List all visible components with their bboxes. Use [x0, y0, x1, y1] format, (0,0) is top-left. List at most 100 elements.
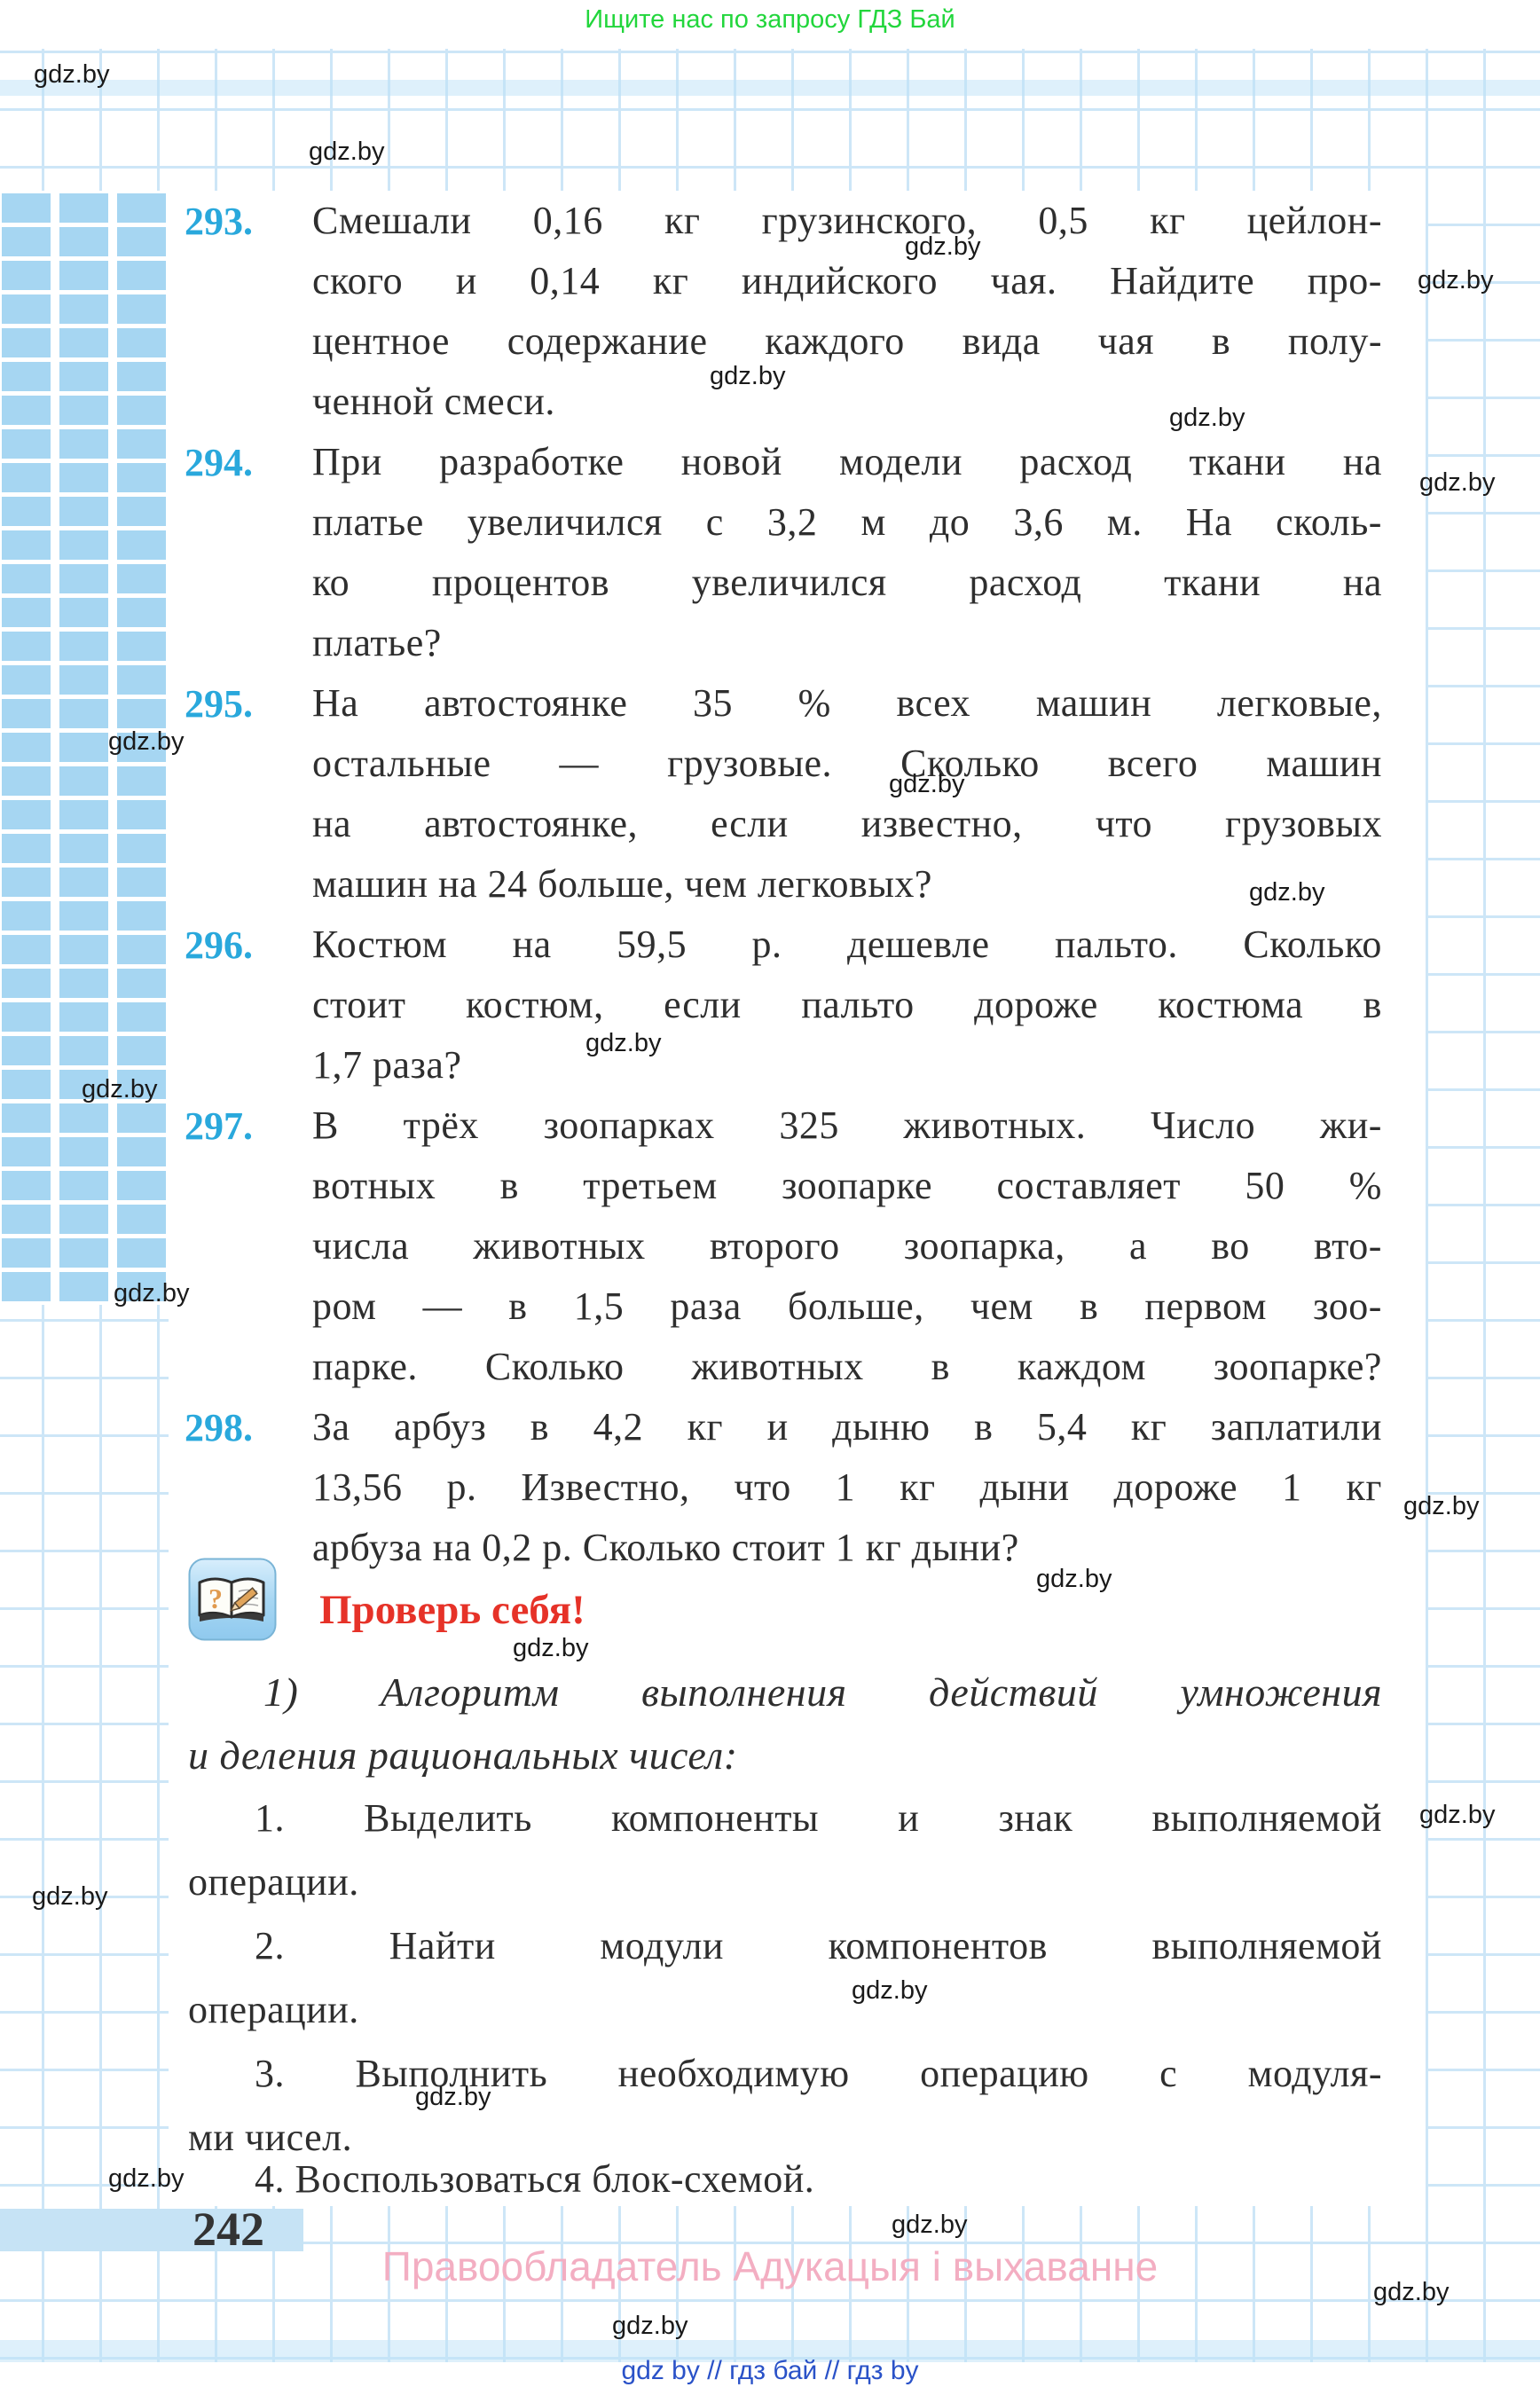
gdz-watermark: gdz.by	[108, 2164, 185, 2193]
decorative-cell	[117, 1137, 166, 1166]
decorative-cell	[2, 1070, 51, 1099]
word: на	[512, 923, 552, 966]
word: про-	[1307, 259, 1382, 302]
word: 1)	[263, 1669, 299, 1715]
word: с	[1159, 2052, 1178, 2095]
word: разработке	[439, 440, 625, 483]
word: 0,14	[530, 259, 601, 302]
decorative-cell	[2, 497, 51, 526]
word: 1	[1282, 1465, 1302, 1509]
decorative-cell	[59, 935, 108, 964]
decorative-cell	[59, 632, 108, 661]
text-line: центное содержание каждого вида чая в полу-	[312, 319, 1382, 364]
decorative-cell	[59, 497, 108, 526]
word: 50	[1245, 1164, 1285, 1207]
gdz-watermark: gdz.by	[710, 362, 786, 390]
word: выполняемой	[1151, 1924, 1382, 1967]
decorative-cell	[2, 564, 51, 593]
word: кг	[1130, 1405, 1167, 1449]
word: костюм,	[465, 983, 604, 1026]
decorative-cell	[59, 429, 108, 459]
word: 325	[779, 1103, 839, 1147]
word: в	[499, 1164, 519, 1207]
word: м.	[1106, 500, 1143, 544]
decorative-cell	[59, 733, 108, 762]
text-line: ченной смеси.	[312, 380, 555, 423]
word: Костюм	[312, 923, 448, 966]
svg-text:?: ?	[208, 1582, 223, 1614]
problem-number-293: 293.	[185, 200, 253, 243]
problem-number-294: 294.	[185, 441, 253, 484]
decorative-cell	[59, 1070, 108, 1099]
gdz-watermark: gdz.by	[309, 137, 385, 166]
text-line: операции.	[188, 1988, 359, 2031]
word: 4,2	[593, 1405, 644, 1449]
gdz-watermark: gdz.by	[1249, 878, 1325, 907]
word: полу-	[1287, 319, 1382, 363]
decorative-cell	[59, 598, 108, 627]
decorative-cell	[2, 834, 51, 863]
decorative-cell	[2, 227, 51, 256]
word: вто-	[1313, 1224, 1382, 1268]
text-line: 2. Найти модули компонентов выполняемой	[255, 1924, 1382, 1968]
word: выполнения	[641, 1669, 847, 1715]
decorative-cell	[2, 530, 51, 560]
gdz-watermark: gdz.by	[585, 1029, 662, 1057]
decorative-cell	[117, 429, 166, 459]
gdz-watermark: gdz.by	[114, 1279, 190, 1308]
word: что	[1095, 802, 1152, 845]
decorative-cell	[2, 328, 51, 357]
word: кг	[652, 259, 689, 302]
word: трёх	[403, 1103, 479, 1147]
decorative-cell	[59, 463, 108, 492]
decorative-cell	[2, 1137, 51, 1166]
word: 0,5	[1038, 199, 1088, 242]
text-line: 4. Воспользоваться блок-схемой.	[255, 2157, 815, 2201]
decorative-cell	[59, 665, 108, 695]
word: на	[1342, 561, 1382, 604]
decorative-cell	[117, 699, 166, 728]
word: компоненты	[610, 1796, 820, 1840]
word: известно,	[860, 802, 1023, 845]
book-question-pencil-icon: ?	[188, 1558, 277, 1645]
decorative-cell	[117, 1103, 166, 1133]
word: кг	[664, 199, 701, 242]
decorative-cell	[59, 294, 108, 324]
decorative-cell	[2, 1002, 51, 1032]
text-line: На автостоянке 35% всех машин легковые,	[312, 681, 1382, 726]
decorative-cell	[59, 396, 108, 425]
gdz-watermark: gdz.by	[905, 232, 981, 261]
decorative-cell	[117, 632, 166, 661]
decorative-cell	[59, 1272, 108, 1301]
decorative-cell	[117, 598, 166, 627]
text-line: ром — в 1,5 раза больше, чем в первом зоо-	[312, 1284, 1382, 1329]
word: во	[1211, 1224, 1250, 1268]
gdz-watermark: gdz.by	[108, 727, 185, 756]
gdz-watermark: gdz.by	[892, 2211, 968, 2239]
gdz-watermark: gdz.by	[1419, 1801, 1496, 1829]
gdz-watermark: gdz.by	[852, 1976, 928, 2005]
text-line: 3. Выполнить необходимую операцию с модуля-	[255, 2052, 1382, 2096]
decorative-cell	[59, 564, 108, 593]
decorative-cell	[2, 1171, 51, 1200]
problem-number-295: 295.	[185, 682, 253, 726]
word: на	[312, 802, 352, 845]
footer-links[interactable]: gdz by // гдз бай // гдз by	[621, 2356, 919, 2385]
text-line: парке. Сколько животных в каждом зоопарке?	[312, 1345, 1382, 1389]
word: первом	[1144, 1284, 1267, 1328]
word: 3.	[255, 2052, 285, 2095]
word: Сколько	[484, 1345, 625, 1388]
word: в	[530, 1405, 550, 1449]
word: на	[1342, 440, 1382, 483]
gdz-watermark: gdz.by	[32, 1882, 108, 1911]
decorative-cell	[59, 1103, 108, 1133]
word: —	[559, 742, 600, 785]
decorative-cell	[2, 429, 51, 459]
decorative-cell	[59, 1002, 108, 1032]
decorative-cell	[117, 497, 166, 526]
word: зоопарке	[782, 1164, 933, 1207]
word: 35	[693, 681, 734, 725]
word: пальто	[801, 983, 915, 1026]
text-line: операции.	[188, 1860, 359, 1904]
